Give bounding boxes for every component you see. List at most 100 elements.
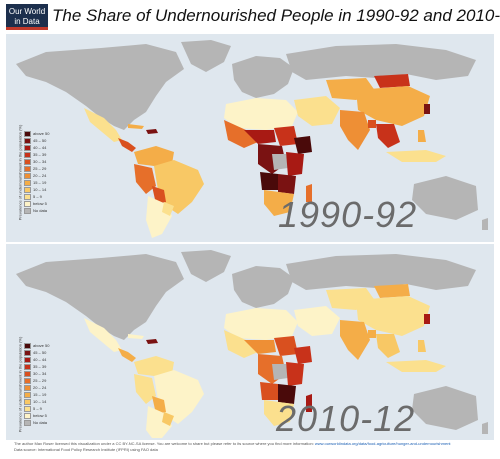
legend-item: 30 – 34 <box>24 158 74 165</box>
region-madagascar <box>306 184 312 202</box>
region-caribbean-haiti <box>146 129 158 134</box>
region-caribbean-cuba <box>128 124 144 129</box>
region-southeast-asia-mainland <box>376 334 400 358</box>
legend-swatch <box>24 419 31 426</box>
legend-swatch <box>24 207 31 214</box>
legend-label: 10 – 14 <box>33 187 47 192</box>
legend-item: 30 – 34 <box>24 370 74 377</box>
region-australia <box>412 176 478 220</box>
region-angola <box>260 172 278 190</box>
region-australia <box>412 386 478 430</box>
legend-item: 25 – 29 <box>24 165 74 172</box>
region-new-zealand <box>482 218 488 230</box>
region-peru <box>134 374 156 404</box>
region-new-zealand <box>482 422 488 434</box>
legend-swatch <box>24 137 31 144</box>
legend-swatch <box>24 158 31 165</box>
footer-source-link[interactable]: www.ourworldindata.org/data/food-agricul… <box>314 441 451 446</box>
legend-label: 5 – 9 <box>33 406 42 411</box>
legend-label: 15 – 19 <box>33 392 47 397</box>
region-east-africa <box>286 152 304 176</box>
legend-item: above 50 <box>24 342 74 349</box>
region-sahel <box>244 130 276 144</box>
region-southern-africa <box>264 400 294 426</box>
legend-swatch <box>24 342 31 349</box>
footer-license-text: The author Max Roser licensed this visua… <box>14 441 314 446</box>
legend-item: 15 – 19 <box>24 391 74 398</box>
region-middle-east <box>294 306 340 336</box>
region-philippines <box>418 340 426 352</box>
our-world-in-data-logo: Our World in Data <box>6 4 48 30</box>
legend-swatch <box>24 370 31 377</box>
legend-item: 35 – 39 <box>24 363 74 370</box>
region-angola <box>260 382 278 400</box>
region-philippines <box>418 130 426 142</box>
legend-label: 35 – 39 <box>33 152 47 157</box>
region-brazil <box>154 160 204 214</box>
legend-label: above 50 <box>33 343 50 348</box>
region-zambia <box>278 174 296 194</box>
region-peru <box>134 164 156 194</box>
legend-swatch <box>24 144 31 151</box>
region-india <box>340 110 370 150</box>
legend-label: above 50 <box>33 131 50 136</box>
legend-label: 45 – 50 <box>33 350 47 355</box>
region-korea <box>424 314 430 324</box>
region-drc <box>272 154 288 170</box>
region-europe <box>232 56 294 98</box>
region-central-america <box>118 348 136 362</box>
region-sahel <box>244 340 276 354</box>
legend-swatch <box>24 377 31 384</box>
region-china <box>356 296 430 336</box>
map-panel-1990: Prevalence of undernourishment in the po… <box>6 34 494 242</box>
map-panel-2010: Prevalence of undernourishment in the po… <box>6 244 494 440</box>
region-north-america <box>16 254 184 340</box>
legend-label: No data <box>33 208 48 213</box>
legend-label: 5 – 9 <box>33 194 42 199</box>
region-mongolia <box>374 74 410 88</box>
legend-label: 20 – 24 <box>33 173 47 178</box>
legend-swatch <box>24 412 31 419</box>
legend-item: 45 – 50 <box>24 349 74 356</box>
legend-swatch <box>24 179 31 186</box>
legend-item: 40 – 44 <box>24 144 74 151</box>
region-southeast-asia-mainland <box>376 124 400 148</box>
region-caribbean-cuba <box>128 334 144 339</box>
legend-item: above 50 <box>24 130 74 137</box>
legend-item: 45 – 50 <box>24 137 74 144</box>
legend-item: 20 – 24 <box>24 172 74 179</box>
region-bangladesh <box>368 330 376 338</box>
year-label-1990: 1990-92 <box>278 194 418 235</box>
region-paraguay <box>162 412 174 426</box>
legend-swatch <box>24 151 31 158</box>
legend-swatch <box>24 405 31 412</box>
region-europe <box>232 266 294 308</box>
legend-label: 10 – 14 <box>33 399 47 404</box>
legend-item: No data <box>24 207 74 214</box>
legend-label: below 5 <box>33 413 47 418</box>
world-map-2010 <box>16 250 488 438</box>
region-mongolia <box>374 284 410 298</box>
legend-axis-title: Prevalence of undernourishment in the po… <box>17 124 23 221</box>
legend-swatch <box>24 356 31 363</box>
region-indonesia <box>386 360 446 372</box>
region-west-africa <box>224 120 258 148</box>
legend-label: 25 – 29 <box>33 166 47 171</box>
legend-swatch <box>24 165 31 172</box>
legend-label: 30 – 34 <box>33 371 47 376</box>
logo-line-1: Our World <box>8 7 46 16</box>
region-russia <box>286 44 476 80</box>
region-central-america <box>118 138 136 152</box>
footer-data-source: Data source: International Food Policy R… <box>14 447 158 452</box>
region-zambia <box>278 384 296 404</box>
region-north-africa <box>224 308 298 340</box>
region-caribbean-haiti <box>146 339 158 344</box>
legend-item: 20 – 24 <box>24 384 74 391</box>
region-greenland <box>181 40 231 72</box>
legend-swatch <box>24 130 31 137</box>
legend-label: 45 – 50 <box>33 138 47 143</box>
legend-item: 5 – 9 <box>24 405 74 412</box>
region-paraguay <box>162 202 174 216</box>
region-russia <box>286 254 476 290</box>
legend-label: below 5 <box>33 201 47 206</box>
